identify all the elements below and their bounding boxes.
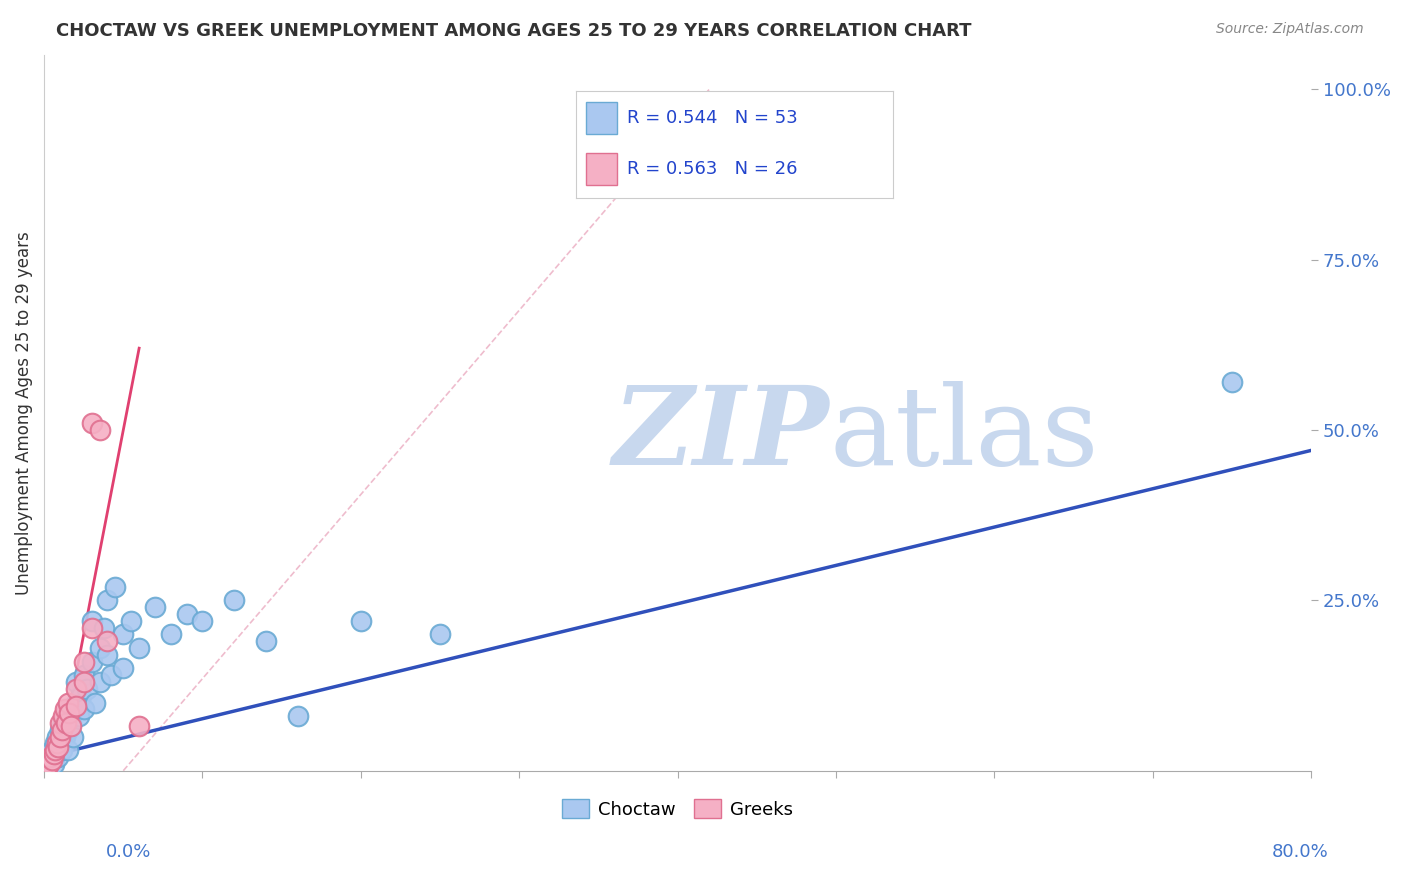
Point	[49, 730, 72, 744]
Point	[76, 681, 98, 696]
Point	[58, 702, 80, 716]
Text: 80.0%: 80.0%	[1272, 843, 1329, 861]
Point	[96, 634, 118, 648]
Point	[65, 696, 87, 710]
Point	[42, 756, 65, 771]
Point	[104, 580, 127, 594]
Point	[191, 614, 214, 628]
Point	[44, 747, 66, 761]
Point	[65, 681, 87, 696]
Point	[48, 739, 70, 754]
Point	[38, 756, 60, 771]
Point	[100, 668, 122, 682]
Text: 0.0%: 0.0%	[105, 843, 150, 861]
Point	[254, 634, 277, 648]
Point	[89, 423, 111, 437]
Point	[96, 593, 118, 607]
Point	[93, 621, 115, 635]
Point	[60, 716, 83, 731]
Point	[49, 736, 72, 750]
Point	[55, 709, 77, 723]
Point	[73, 668, 96, 682]
Legend: Choctaw, Greeks: Choctaw, Greeks	[555, 792, 800, 826]
Point	[65, 698, 87, 713]
Point	[56, 696, 79, 710]
Point	[120, 614, 142, 628]
Point	[62, 730, 84, 744]
Point	[83, 696, 105, 710]
Point	[56, 723, 79, 737]
Point	[41, 743, 63, 757]
Point	[41, 754, 63, 768]
Point	[287, 709, 309, 723]
Point	[176, 607, 198, 621]
Point	[350, 614, 373, 628]
Point	[96, 648, 118, 662]
Point	[45, 730, 67, 744]
Point	[44, 736, 66, 750]
Point	[80, 655, 103, 669]
Point	[41, 750, 63, 764]
Point	[73, 702, 96, 716]
Point	[65, 675, 87, 690]
Point	[69, 689, 91, 703]
Point	[67, 709, 90, 723]
Text: Source: ZipAtlas.com: Source: ZipAtlas.com	[1216, 22, 1364, 37]
Text: CHOCTAW VS GREEK UNEMPLOYMENT AMONG AGES 25 TO 29 YEARS CORRELATION CHART: CHOCTAW VS GREEK UNEMPLOYMENT AMONG AGES…	[56, 22, 972, 40]
Point	[42, 747, 65, 761]
Point	[39, 754, 62, 768]
Point	[1220, 376, 1243, 390]
Point	[49, 716, 72, 731]
Point	[37, 760, 59, 774]
Point	[159, 627, 181, 641]
Point	[80, 621, 103, 635]
Point	[143, 600, 166, 615]
Point	[51, 723, 73, 737]
Point	[128, 640, 150, 655]
Point	[429, 627, 451, 641]
Text: ZIP: ZIP	[613, 381, 830, 488]
Point	[52, 709, 75, 723]
Text: atlas: atlas	[830, 381, 1099, 488]
Point	[112, 627, 135, 641]
Point	[224, 593, 246, 607]
Point	[128, 719, 150, 733]
Point	[51, 743, 73, 757]
Point	[44, 743, 66, 757]
Point	[112, 661, 135, 675]
Point	[49, 723, 72, 737]
Point	[73, 675, 96, 690]
Point	[48, 750, 70, 764]
Point	[53, 730, 76, 744]
Point	[60, 719, 83, 733]
Point	[73, 655, 96, 669]
Point	[58, 706, 80, 720]
Point	[80, 614, 103, 628]
Point	[38, 756, 60, 771]
Point	[80, 416, 103, 430]
Point	[52, 716, 75, 731]
Y-axis label: Unemployment Among Ages 25 to 29 years: Unemployment Among Ages 25 to 29 years	[15, 231, 32, 595]
Point	[56, 743, 79, 757]
Point	[45, 736, 67, 750]
Point	[53, 702, 76, 716]
Point	[39, 750, 62, 764]
Point	[37, 760, 59, 774]
Point	[89, 640, 111, 655]
Point	[55, 716, 77, 731]
Point	[89, 675, 111, 690]
Point	[45, 743, 67, 757]
